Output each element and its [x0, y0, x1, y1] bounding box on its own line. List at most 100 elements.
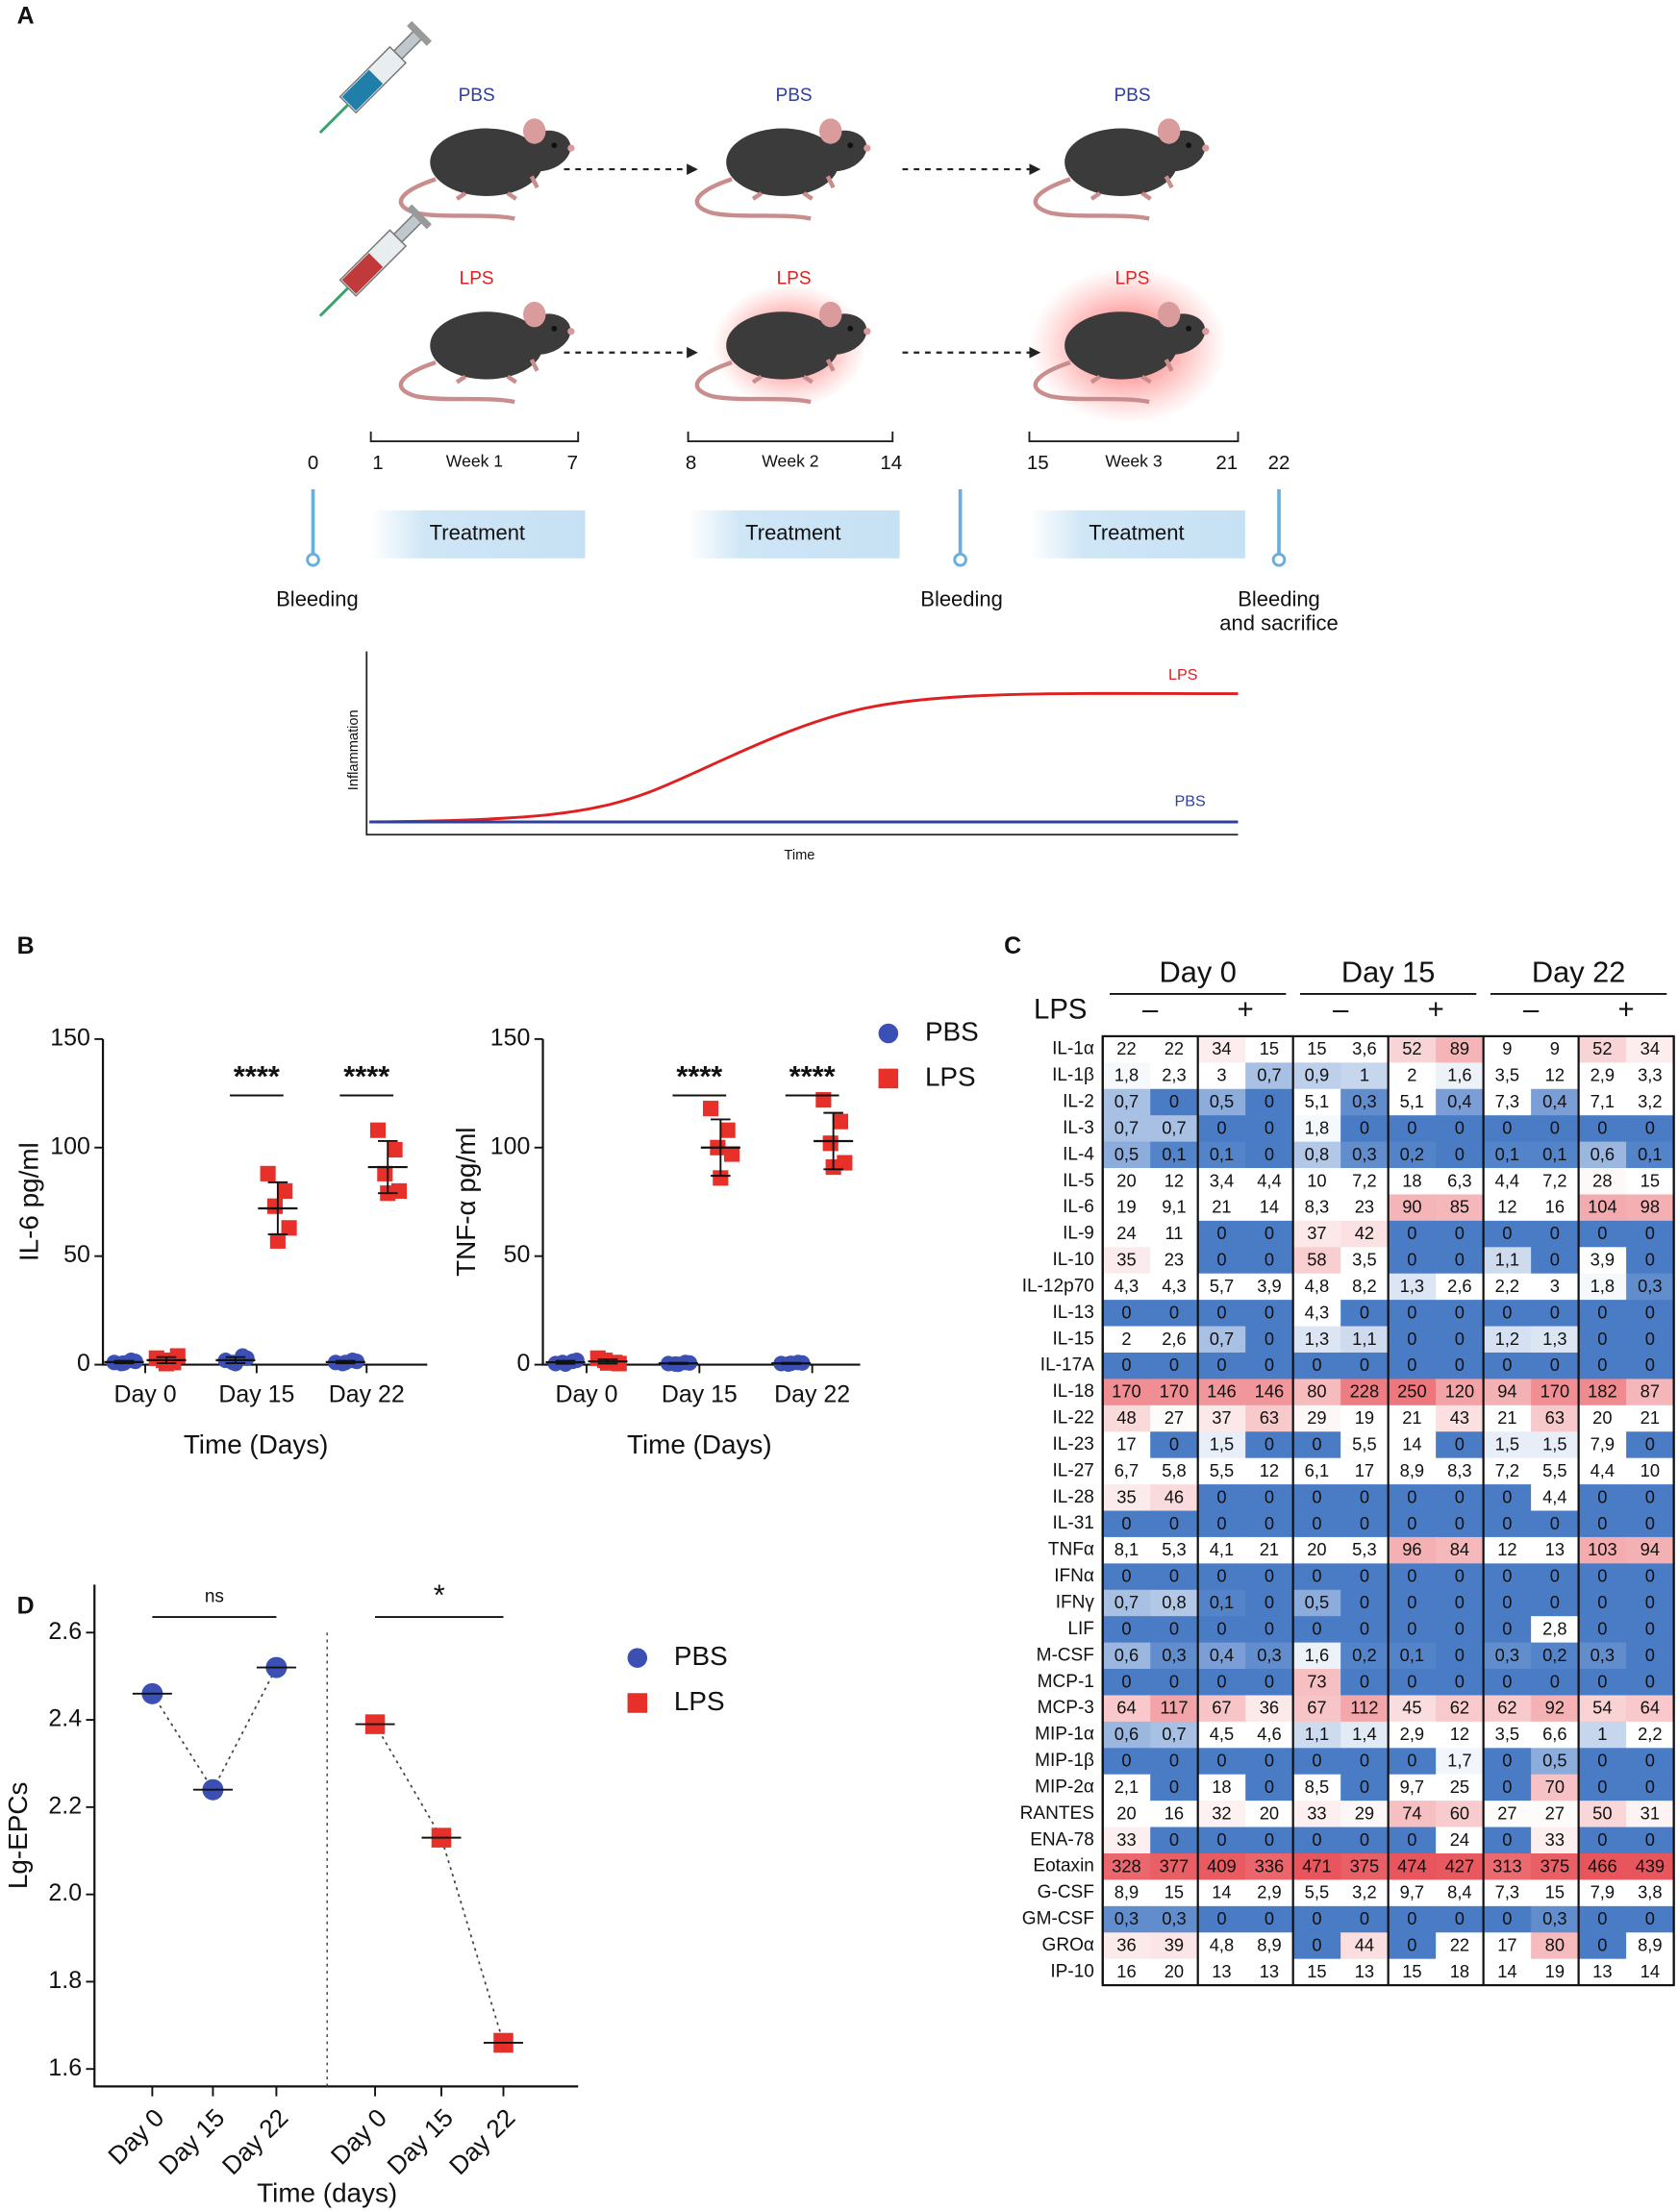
heat-cell	[1197, 1220, 1246, 1248]
heat-cell	[1197, 1168, 1246, 1195]
cell-value: 0,6	[1590, 1144, 1615, 1164]
heat-cell	[1436, 1088, 1485, 1116]
row-label: IL-13	[1052, 1303, 1093, 1323]
cell-value: 0,3	[1352, 1144, 1376, 1164]
cell-value: 4,3	[1305, 1302, 1329, 1322]
cell-value: 0	[1407, 1935, 1416, 1955]
cell-value: 24	[1450, 1829, 1469, 1850]
cell-value: 8,5	[1305, 1777, 1329, 1797]
heat-cell	[1197, 1932, 1246, 1960]
cell-value: 94	[1640, 1539, 1660, 1559]
cell-value: 0	[1265, 1250, 1274, 1270]
heat-cell	[1626, 1404, 1675, 1432]
heat-cell	[1578, 1300, 1627, 1327]
cell-value: 17	[1116, 1434, 1136, 1454]
heat-cell	[1150, 1510, 1199, 1538]
heat-cell	[1578, 1616, 1627, 1644]
cell-value: 0	[1550, 1671, 1560, 1691]
heat-cell	[1150, 1932, 1199, 1960]
heat-cell	[1150, 1247, 1199, 1275]
heat-cell	[1436, 1062, 1485, 1090]
cell-value: 0	[1502, 1671, 1512, 1691]
heat-cell	[1340, 1062, 1390, 1090]
heat-cell	[1292, 1827, 1341, 1854]
cell-value: 0	[1121, 1671, 1131, 1691]
heat-cell	[1102, 1379, 1151, 1406]
y-tick-label: 2.0	[48, 1879, 82, 1906]
heat-cell	[1150, 1748, 1199, 1776]
cell-value: 0	[1597, 1671, 1607, 1691]
cell-value: 5,3	[1162, 1539, 1186, 1559]
cell-value: 44	[1355, 1935, 1374, 1955]
cell-value: 0	[1312, 1566, 1321, 1586]
mouse-ear	[523, 301, 546, 328]
heat-cell	[1388, 1431, 1437, 1459]
cell-value: 22	[1450, 1935, 1469, 1955]
cell-value: 92	[1545, 1698, 1565, 1718]
heat-cell	[1483, 1721, 1532, 1749]
heat-cell	[1340, 1695, 1390, 1723]
cell-value: 0	[1407, 1751, 1416, 1771]
heat-cell	[1102, 1774, 1151, 1802]
mouse-feet	[1089, 175, 1174, 201]
heat-cell	[1102, 1220, 1151, 1248]
heat-cell	[1197, 1379, 1246, 1406]
cell-value: 14	[1260, 1197, 1279, 1217]
heat-cell	[1578, 1220, 1627, 1248]
cell-value: 0	[1216, 1355, 1226, 1375]
cell-value: 5,8	[1162, 1460, 1186, 1480]
heat-cell	[1626, 1088, 1675, 1116]
cell-value: 4,4	[1495, 1170, 1519, 1190]
cell-value: 0,1	[1400, 1645, 1424, 1665]
cell-value: 0	[1645, 1355, 1655, 1375]
cell-value: 0	[1216, 1618, 1226, 1638]
heat-cell	[1292, 1801, 1341, 1827]
cell-value: 3,2	[1352, 1882, 1376, 1902]
cell-value: 146	[1255, 1381, 1285, 1402]
row-label: IL-15	[1052, 1329, 1093, 1349]
cell-value: 0	[1216, 1513, 1226, 1533]
cell-value: 16	[1165, 1802, 1184, 1823]
x-tick-label: Day 15	[218, 1380, 294, 1407]
heat-cell	[1578, 1273, 1627, 1301]
cell-value: 1,6	[1447, 1065, 1471, 1085]
cell-value: 117	[1160, 1698, 1188, 1718]
cell-value: 0	[1407, 1117, 1416, 1137]
significance: ****	[234, 1059, 280, 1093]
heat-cell	[1340, 1932, 1390, 1960]
cell-value: 2,9	[1400, 1724, 1424, 1744]
row-label: IL-10	[1052, 1250, 1093, 1270]
cell-value: 0,7	[1162, 1724, 1186, 1744]
cell-value: 80	[1307, 1381, 1326, 1402]
cell-value: 7,1	[1590, 1091, 1615, 1111]
heat-cell	[1102, 1536, 1151, 1564]
cell-value: 0	[1265, 1486, 1274, 1506]
heat-cell	[1340, 1563, 1390, 1591]
heat-cell	[1102, 1616, 1151, 1644]
cell-value: 4,4	[1590, 1460, 1615, 1480]
heat-cell	[1531, 1905, 1580, 1933]
y-axis-label: TNF-α pg/ml	[451, 1128, 481, 1277]
cell-value: 0	[1360, 1829, 1369, 1850]
square-marker	[281, 1220, 297, 1236]
heat-cell	[1483, 1300, 1532, 1327]
curve-label: LPS	[1168, 666, 1198, 683]
x-tick-label: Day 22	[329, 1380, 405, 1407]
heat-cell	[1388, 1827, 1437, 1854]
cell-value: 27	[1545, 1802, 1565, 1823]
heat-cell	[1292, 1669, 1341, 1696]
heat-cell	[1102, 1115, 1151, 1143]
heat-cell	[1626, 1669, 1675, 1696]
cell-value: 0	[1360, 1566, 1369, 1586]
heat-cell	[1388, 1273, 1437, 1301]
cell-value: 0	[1550, 1302, 1560, 1322]
cell-value: 0	[1597, 1908, 1607, 1928]
heat-cell	[1245, 1220, 1294, 1248]
group-label: PBS	[1114, 86, 1150, 106]
condition-sign: –	[1142, 993, 1159, 1025]
heat-cell	[1626, 1300, 1675, 1327]
heat-cell	[1150, 1852, 1199, 1880]
cell-value: 0	[1502, 1777, 1512, 1797]
heat-cell	[1388, 1088, 1437, 1116]
